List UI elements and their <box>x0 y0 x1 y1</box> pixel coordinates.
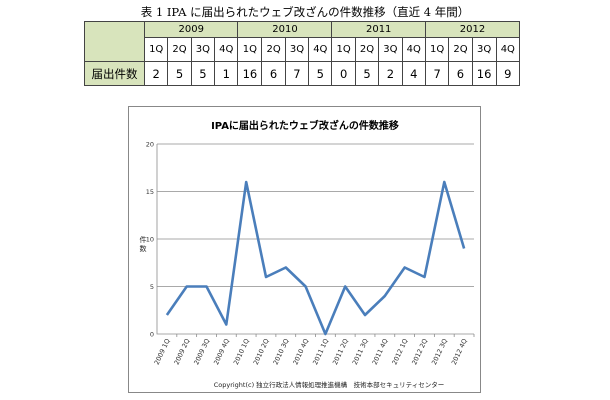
quarter-header: 3Q <box>471 37 497 62</box>
quarter-header: 1Q <box>424 37 450 62</box>
quarter-header: 2Q <box>167 37 192 62</box>
chart-title: IPAに届出られたウェブ改ざんの件数推移 <box>211 119 399 132</box>
x-tick-label: 2011 3Q <box>351 337 370 366</box>
chart-container: IPAに届出られたウェブ改ざんの件数推移 件 数 0 5 10 15 20 2009 1… <box>128 106 481 393</box>
value-cell: 5 <box>308 61 333 86</box>
copyright-text: Copyright(c) 独立行政法人情報処理推進機構 技術本部セキュリティセン… <box>214 380 445 389</box>
quarter-header: 1Q <box>143 37 169 62</box>
quarter-header: 1Q <box>331 37 356 62</box>
y-axis-label-line2: 数 <box>140 244 147 253</box>
value-cell: 5 <box>354 61 380 86</box>
table-title: 表 1 IPA に届出られたウェブ改ざんの件数推移（直近 4 年間） <box>140 5 470 19</box>
y-tick-label: 5 <box>150 283 154 291</box>
y-axis-label-line1: 件 <box>140 235 147 244</box>
value-cell: 16 <box>471 61 497 86</box>
x-tick-label: 2012 1Q <box>390 337 409 366</box>
x-tick-label: 2009 2Q <box>173 337 192 366</box>
quarterly-report-table: 2009 2010 2011 2012 1Q 2Q 3Q 4Q 1Q 2Q 3Q 4Q 1Q 2Q… <box>84 21 521 86</box>
value-cell: 1 <box>214 61 239 86</box>
x-tick-label: 2009 1Q <box>153 337 172 366</box>
y-tick-label: 20 <box>146 141 154 149</box>
line-chart: IPAに届出られたウェブ改ざんの件数推移 件 数 0 5 10 15 20 2009 1… <box>140 119 475 389</box>
value-cell: 2 <box>143 61 169 86</box>
quarter-header: 3Q <box>284 37 310 62</box>
x-tick-label: 2009 3Q <box>192 337 211 366</box>
value-cell: 6 <box>448 61 473 86</box>
x-tick-label: 2011 1Q <box>311 337 330 366</box>
x-tick-label: 2011 4Q <box>371 337 390 366</box>
year-header: 2010 <box>237 21 333 38</box>
y-tick-label: 15 <box>146 188 154 196</box>
quarter-header: 3Q <box>190 37 216 62</box>
quarter-header: 4Q <box>495 37 521 62</box>
value-cell: 16 <box>237 61 263 86</box>
year-header: 2011 <box>331 21 426 38</box>
year-header: 2012 <box>424 21 521 38</box>
y-tick-label: 0 <box>150 331 154 339</box>
value-cell: 5 <box>167 61 192 86</box>
year-header: 2009 <box>143 21 239 38</box>
value-cell: 5 <box>190 61 216 86</box>
value-cell: 7 <box>424 61 450 86</box>
x-tick-label: 2010 3Q <box>272 337 291 366</box>
value-cell: 9 <box>495 61 521 86</box>
quarter-header: 1Q <box>237 37 263 62</box>
quarter-header: 4Q <box>308 37 333 62</box>
x-tick-label: 2012 4Q <box>450 337 469 366</box>
axis-lines <box>156 144 474 335</box>
table-corner-cell <box>84 21 145 62</box>
x-tick-label: 2010 1Q <box>232 337 251 366</box>
y-tick-label: 10 <box>146 236 154 244</box>
quarter-header: 4Q <box>401 37 426 62</box>
value-cell: 0 <box>331 61 356 86</box>
quarter-header: 3Q <box>378 37 403 62</box>
quarter-header: 2Q <box>448 37 473 62</box>
value-cell: 4 <box>401 61 426 86</box>
x-tick-label: 2012 2Q <box>410 337 429 366</box>
quarter-header: 4Q <box>214 37 239 62</box>
value-cell: 2 <box>378 61 403 86</box>
x-tick-label: 2010 4Q <box>291 337 310 366</box>
quarter-header: 2Q <box>261 37 286 62</box>
value-cell: 7 <box>284 61 310 86</box>
x-tick-label: 2010 2Q <box>252 337 271 366</box>
value-cell: 6 <box>261 61 286 86</box>
x-tick-label: 2011 2Q <box>331 337 350 366</box>
quarter-header: 2Q <box>354 37 380 62</box>
x-tick-label: 2009 4Q <box>212 337 231 366</box>
x-tick-label: 2012 3Q <box>430 337 449 366</box>
row-header-report-count: 届出件数 <box>84 61 145 86</box>
series-line <box>165 180 466 336</box>
